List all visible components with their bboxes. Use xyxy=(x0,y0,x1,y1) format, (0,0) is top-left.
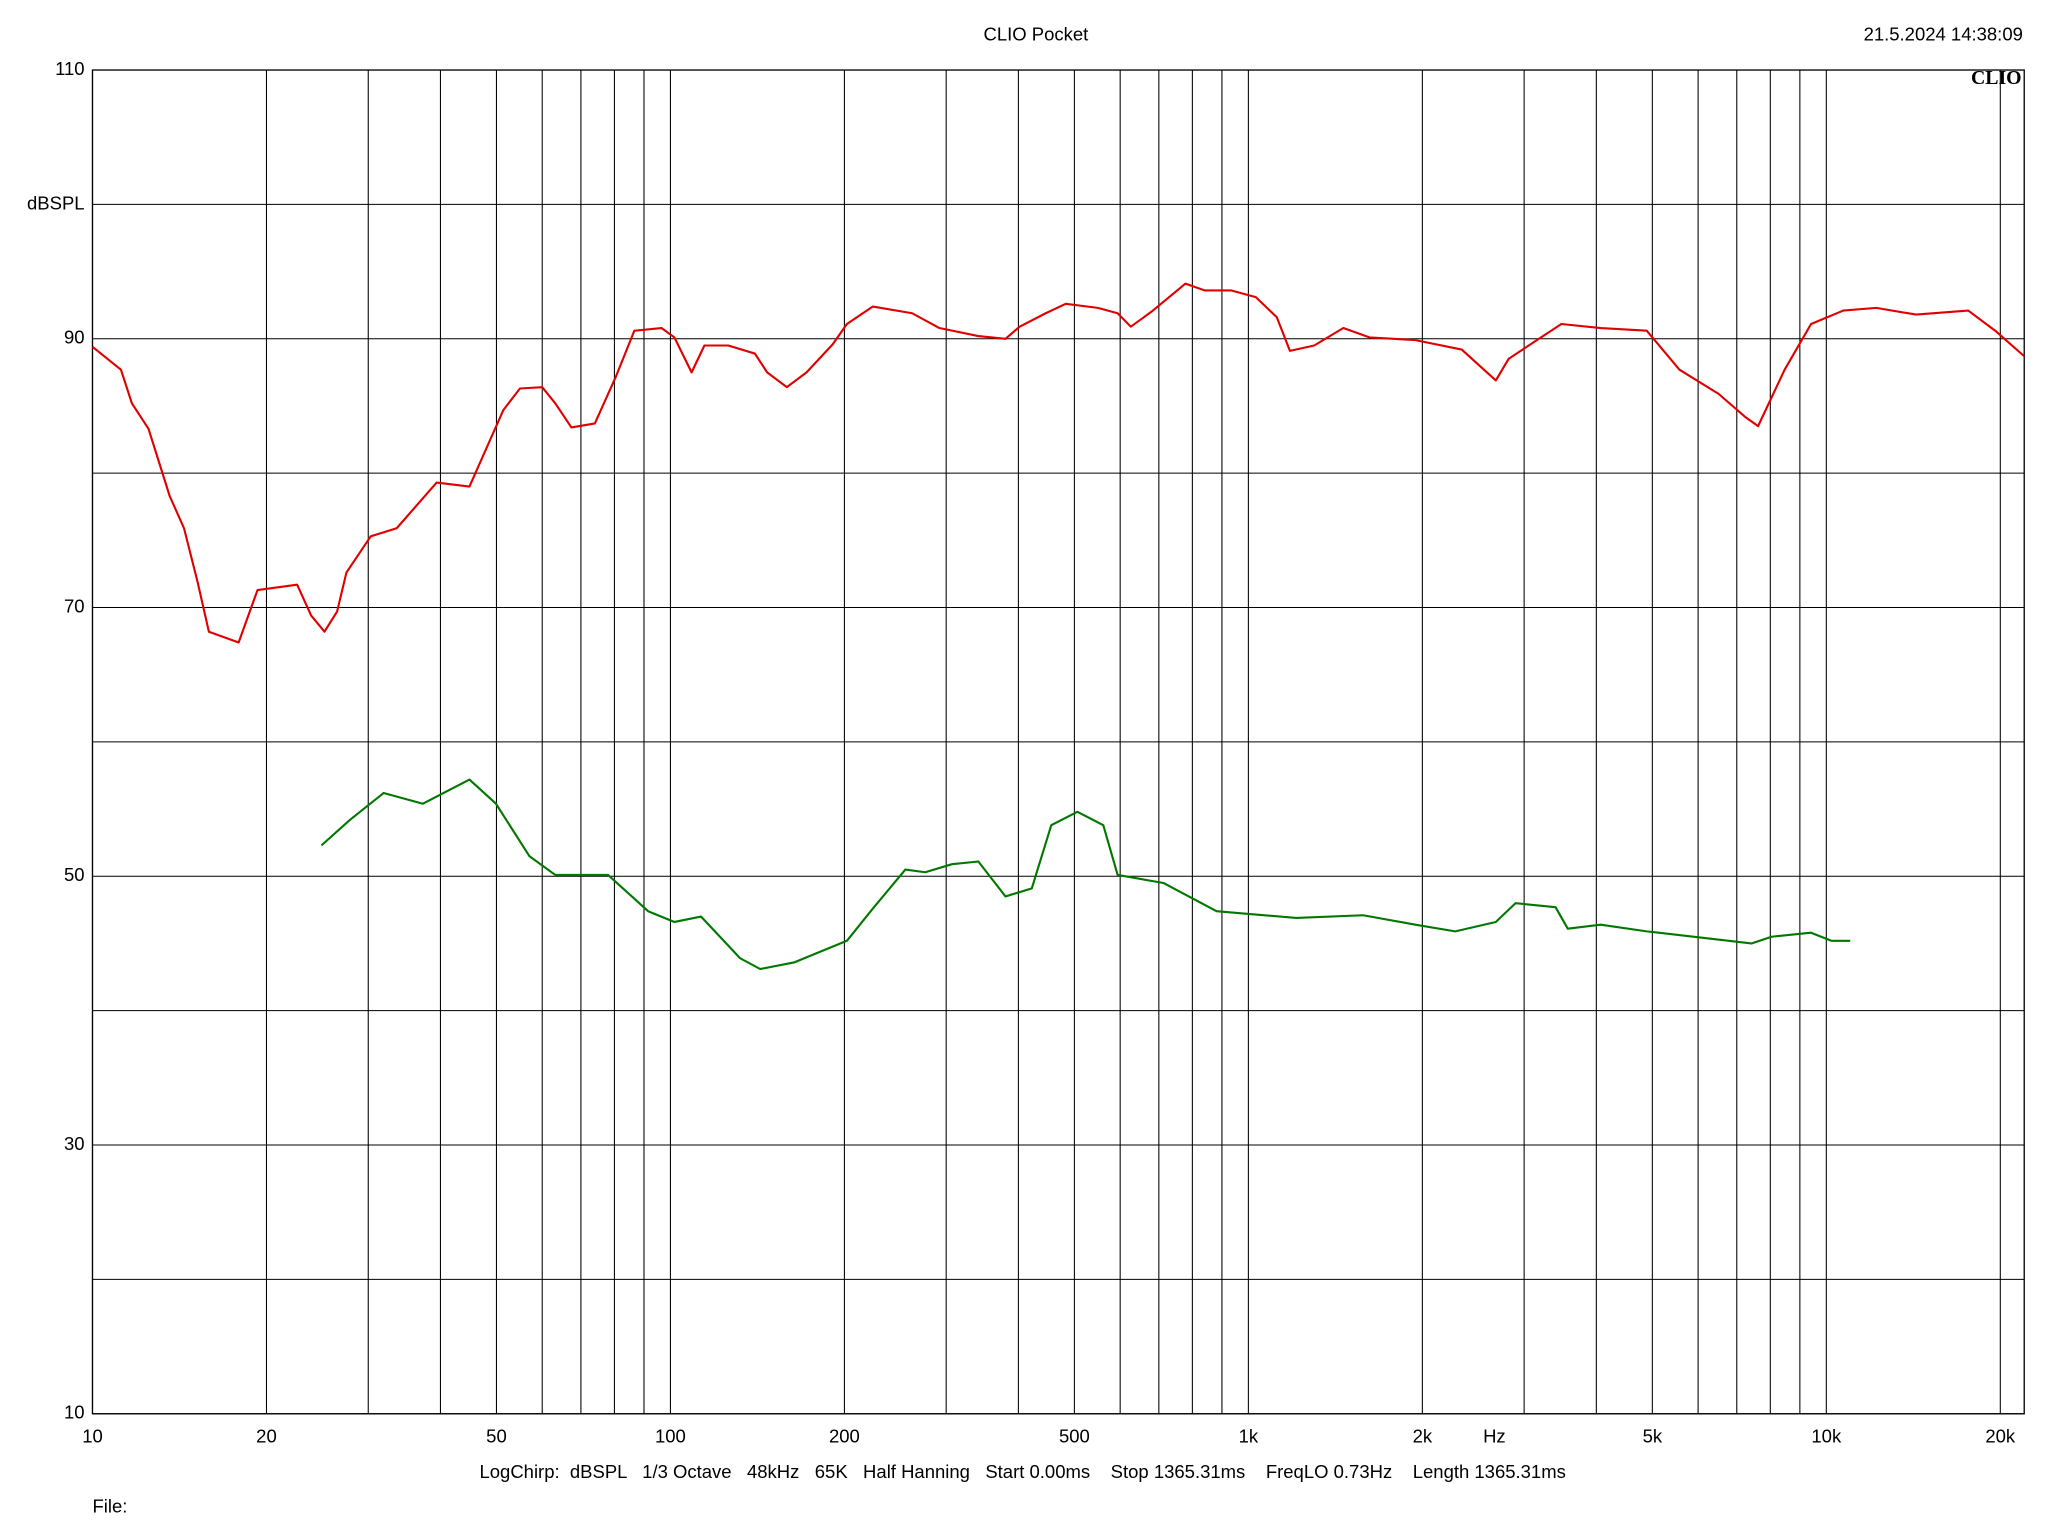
file-label: File: xyxy=(92,1495,127,1516)
x-tick-label: 200 xyxy=(829,1425,860,1446)
x-tick-label: 20k xyxy=(1985,1425,2016,1446)
footer: LogChirp: dBSPL 1/3 Octave 48kHz 65K Hal… xyxy=(479,1461,1565,1482)
y-tick-label: 70 xyxy=(64,595,85,616)
response-curve xyxy=(91,282,2025,644)
x-tick-label: 1k xyxy=(1239,1425,1259,1446)
response-curve xyxy=(320,778,1851,971)
x-tick-label: 100 xyxy=(655,1425,686,1446)
x-tick-label: 20 xyxy=(256,1425,277,1446)
y-tick-label: 50 xyxy=(64,864,85,885)
x-tick-label: 10 xyxy=(82,1425,103,1446)
x-tick-label: 500 xyxy=(1059,1425,1090,1446)
y-axis-label: dBSPL xyxy=(27,193,85,214)
x-tick-label: 50 xyxy=(486,1425,507,1446)
logo: CLIO xyxy=(1971,67,2022,89)
x-tick-label: 2k xyxy=(1413,1425,1433,1446)
y-tick-label: 30 xyxy=(64,1133,85,1154)
y-tick-label: 10 xyxy=(64,1402,85,1423)
y-tick-label: 110 xyxy=(55,58,84,79)
chart-title: CLIO Pocket xyxy=(983,24,1088,45)
x-axis-label: Hz xyxy=(1483,1425,1506,1446)
x-tick-label: 10k xyxy=(1811,1425,1842,1446)
timestamp: 21.5.2024 14:38:09 xyxy=(1864,24,2023,45)
y-tick-label: 90 xyxy=(64,327,85,348)
x-tick-label: 5k xyxy=(1643,1425,1663,1446)
